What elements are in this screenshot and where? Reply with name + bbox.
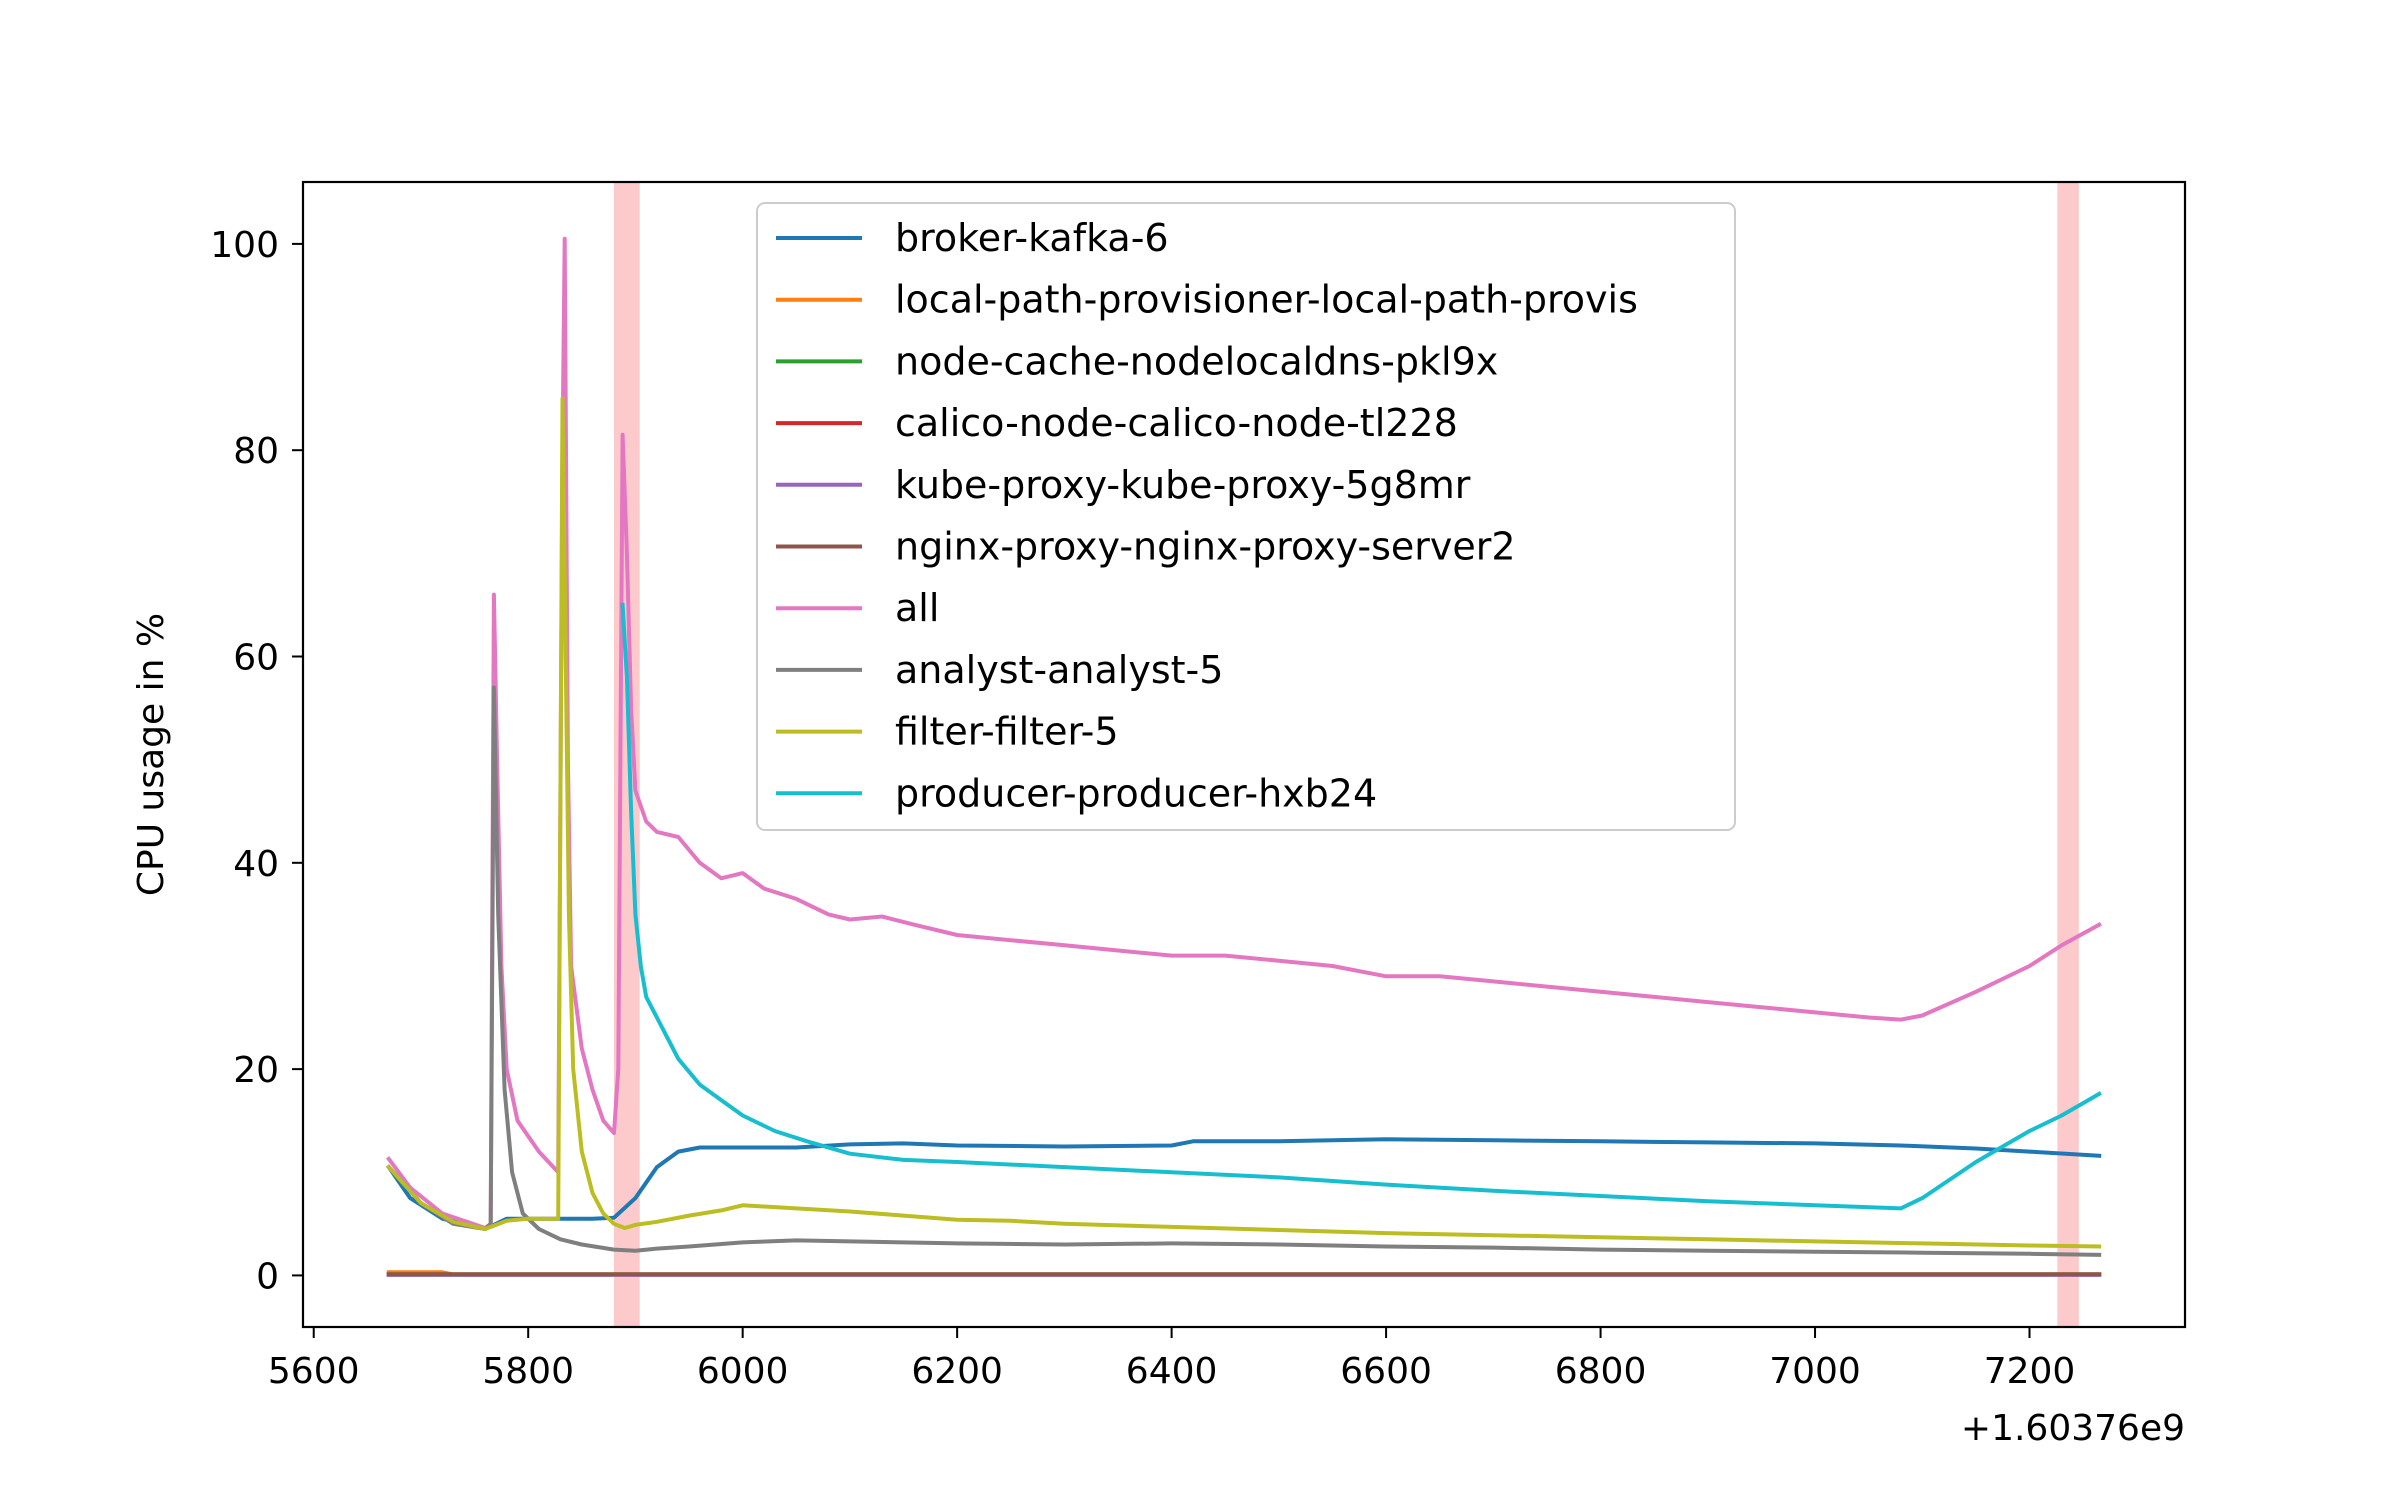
legend-label-9: filter-filter-5: [895, 710, 1119, 754]
x-tick-label: 7000: [1769, 1351, 1861, 1392]
y-tick-label: 80: [233, 431, 279, 472]
y-tick-label: 100: [210, 225, 279, 266]
x-tick-label: 7200: [1984, 1351, 2076, 1392]
legend: broker-kafka-6 local-path-provisioner-loc…: [756, 202, 1736, 831]
legend-label-1: broker-kafka-6: [895, 216, 1169, 260]
highlight-band-1: [613, 182, 640, 1327]
series-lines: [385, 236, 2102, 1277]
series-line-7: [386, 236, 2102, 1230]
x-tick-label: 6600: [1340, 1351, 1432, 1392]
legend-label-3: node-cache-nodelocaldns-pkl9x: [895, 339, 1498, 383]
x-axis-ticks: 5600 5800 6000 6200 6400 6600 6800 7000 7200: [268, 1327, 2075, 1392]
y-axis-label: CPU usage in %: [131, 613, 172, 896]
y-tick-label: 60: [233, 638, 279, 679]
legend-label-4: calico-node-calico-node-tl228: [895, 401, 1458, 445]
x-tick-label: 6800: [1555, 1351, 1647, 1392]
y-axis-ticks: 0 20 40 60 80 100: [210, 225, 303, 1297]
x-tick-label: 5600: [268, 1351, 360, 1392]
highlight-band-2: [2057, 182, 2079, 1327]
x-tick-label: 6200: [911, 1351, 1003, 1392]
series-line-8: [385, 685, 2102, 1257]
x-tick-label: 6000: [697, 1351, 789, 1392]
legend-label-6: nginx-proxy-nginx-proxy-server2: [895, 525, 1516, 569]
legend-label-5: kube-proxy-kube-proxy-5g8mr: [895, 463, 1471, 507]
series-line-9: [385, 396, 2102, 1249]
plot-area-frame: [301, 180, 2187, 1329]
legend-box: [756, 202, 1736, 831]
x-axis-offset-label: +1.60376e9: [1961, 1408, 2185, 1449]
legend-label-8: analyst-analyst-5: [895, 648, 1223, 692]
series-line-10: [620, 602, 2102, 1211]
legend-label-10: producer-producer-hxb24: [895, 771, 1377, 815]
legend-label-2: local-path-provisioner-local-path-provis: [895, 278, 1638, 322]
y-tick-label: 40: [233, 844, 279, 885]
legend-label-7: all: [895, 586, 939, 630]
y-tick-label: 20: [233, 1050, 279, 1091]
x-tick-label: 6400: [1126, 1351, 1218, 1392]
y-tick-label: 0: [256, 1256, 279, 1297]
x-tick-label: 5800: [482, 1351, 574, 1392]
